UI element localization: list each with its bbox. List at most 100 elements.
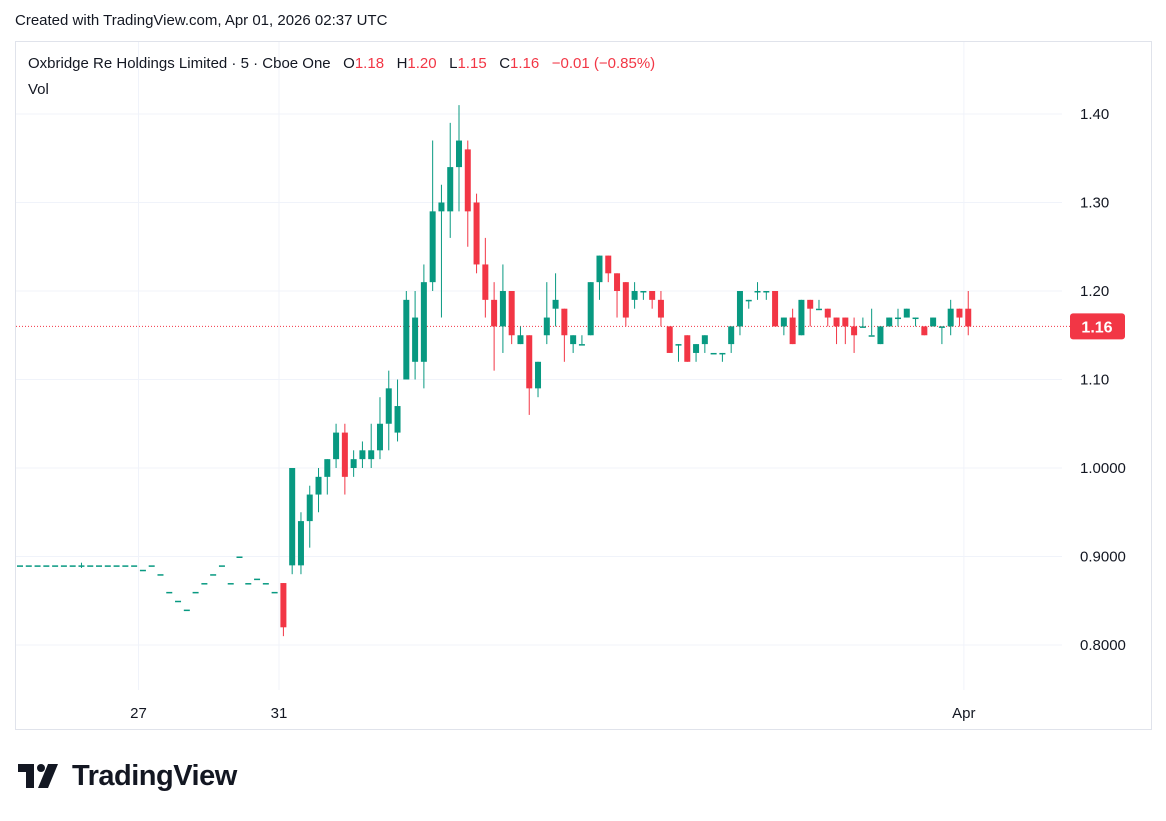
candle	[605, 255, 612, 283]
high-value: 1.20	[407, 55, 437, 72]
candle-body	[482, 264, 489, 300]
candle-body	[376, 423, 383, 451]
close-label: C	[499, 55, 511, 72]
candle-body	[587, 282, 594, 336]
candle-body	[297, 521, 304, 566]
candle	[464, 140, 471, 247]
candle	[798, 299, 805, 336]
candle-body	[394, 406, 401, 433]
candle	[271, 591, 278, 594]
y-tick-label: 1.0000	[1080, 460, 1126, 477]
candle-body	[543, 317, 550, 336]
candle	[491, 282, 498, 371]
candle-body	[798, 299, 805, 336]
candle	[376, 397, 383, 460]
candle-body	[491, 299, 498, 327]
candle	[236, 556, 243, 558]
candle-body	[104, 565, 111, 567]
candle-body	[640, 291, 647, 293]
candle	[122, 565, 129, 567]
last-price-badge-label: 1.16	[1081, 319, 1112, 336]
candle	[218, 565, 225, 567]
candle-body	[526, 335, 533, 389]
candle	[938, 326, 945, 345]
candle	[596, 255, 603, 300]
candle	[754, 282, 761, 300]
candle-body	[728, 326, 735, 345]
candle-body	[192, 591, 199, 594]
candle-body	[666, 326, 673, 353]
candle	[420, 264, 427, 389]
candle	[227, 583, 234, 585]
chart-pane[interactable]	[15, 41, 1152, 730]
candle	[543, 282, 550, 345]
candle-body	[262, 583, 269, 585]
y-tick-label: 0.9000	[1080, 549, 1126, 566]
candle-body	[447, 167, 454, 212]
candle	[113, 565, 120, 567]
candle-body	[473, 202, 480, 265]
candle-body	[429, 211, 436, 283]
price-axis[interactable]: 1.40 1.30 1.20 1.10 1.0000 0.9000 0.8000	[1080, 106, 1126, 654]
close-value: 1.16	[510, 55, 540, 72]
candle	[34, 565, 41, 567]
candle-body	[420, 282, 427, 362]
candle-body	[412, 317, 419, 362]
candle	[930, 317, 937, 327]
candle-body	[175, 600, 182, 603]
candle-body	[157, 574, 164, 576]
time-axis[interactable]: 27 31 Apr	[130, 705, 975, 722]
open-value: 1.18	[354, 55, 385, 72]
candle-body	[701, 335, 708, 345]
y-tick-label: 0.8000	[1080, 637, 1126, 654]
candle	[693, 344, 700, 362]
candle	[877, 326, 884, 345]
candle-body	[675, 344, 682, 346]
candle-body	[561, 308, 568, 336]
candle-body	[763, 291, 770, 293]
candle-body	[649, 291, 656, 300]
candle-body	[903, 308, 910, 318]
candle-body	[578, 344, 585, 346]
symbol-title[interactable]: Oxbridge Re Holdings Limited · 5 · Cboe …	[28, 55, 331, 72]
candle	[640, 291, 647, 300]
candle-body	[780, 317, 787, 327]
candle	[666, 326, 673, 353]
candle	[456, 105, 462, 212]
candle-body	[824, 308, 831, 318]
candle-body	[385, 388, 392, 424]
candle-body	[315, 476, 322, 495]
candle-body	[877, 326, 884, 345]
candle-body	[657, 299, 664, 318]
candle-body	[271, 591, 278, 594]
candle	[824, 308, 831, 327]
candle-body	[359, 450, 366, 460]
candle	[631, 282, 638, 309]
candle-body	[886, 317, 893, 327]
candle	[175, 600, 182, 603]
candle	[341, 423, 348, 495]
candle-body	[96, 565, 103, 567]
candle	[649, 291, 656, 309]
candle-body	[921, 326, 928, 336]
candle-body	[938, 326, 945, 328]
candle	[69, 565, 76, 567]
candle	[43, 565, 50, 567]
volume-label[interactable]: Vol	[28, 81, 49, 98]
candle-body	[499, 291, 506, 327]
candle	[201, 583, 208, 585]
candle	[280, 583, 287, 637]
candle	[394, 379, 401, 442]
candle-body	[166, 591, 173, 594]
candle	[324, 459, 331, 495]
candle	[368, 423, 375, 468]
candle-body	[956, 308, 963, 318]
candle	[139, 569, 146, 572]
candle	[131, 565, 138, 567]
candle	[183, 609, 190, 612]
candle	[245, 583, 252, 585]
candle	[570, 335, 577, 353]
candle-body	[517, 335, 524, 345]
candle-body	[210, 574, 217, 576]
